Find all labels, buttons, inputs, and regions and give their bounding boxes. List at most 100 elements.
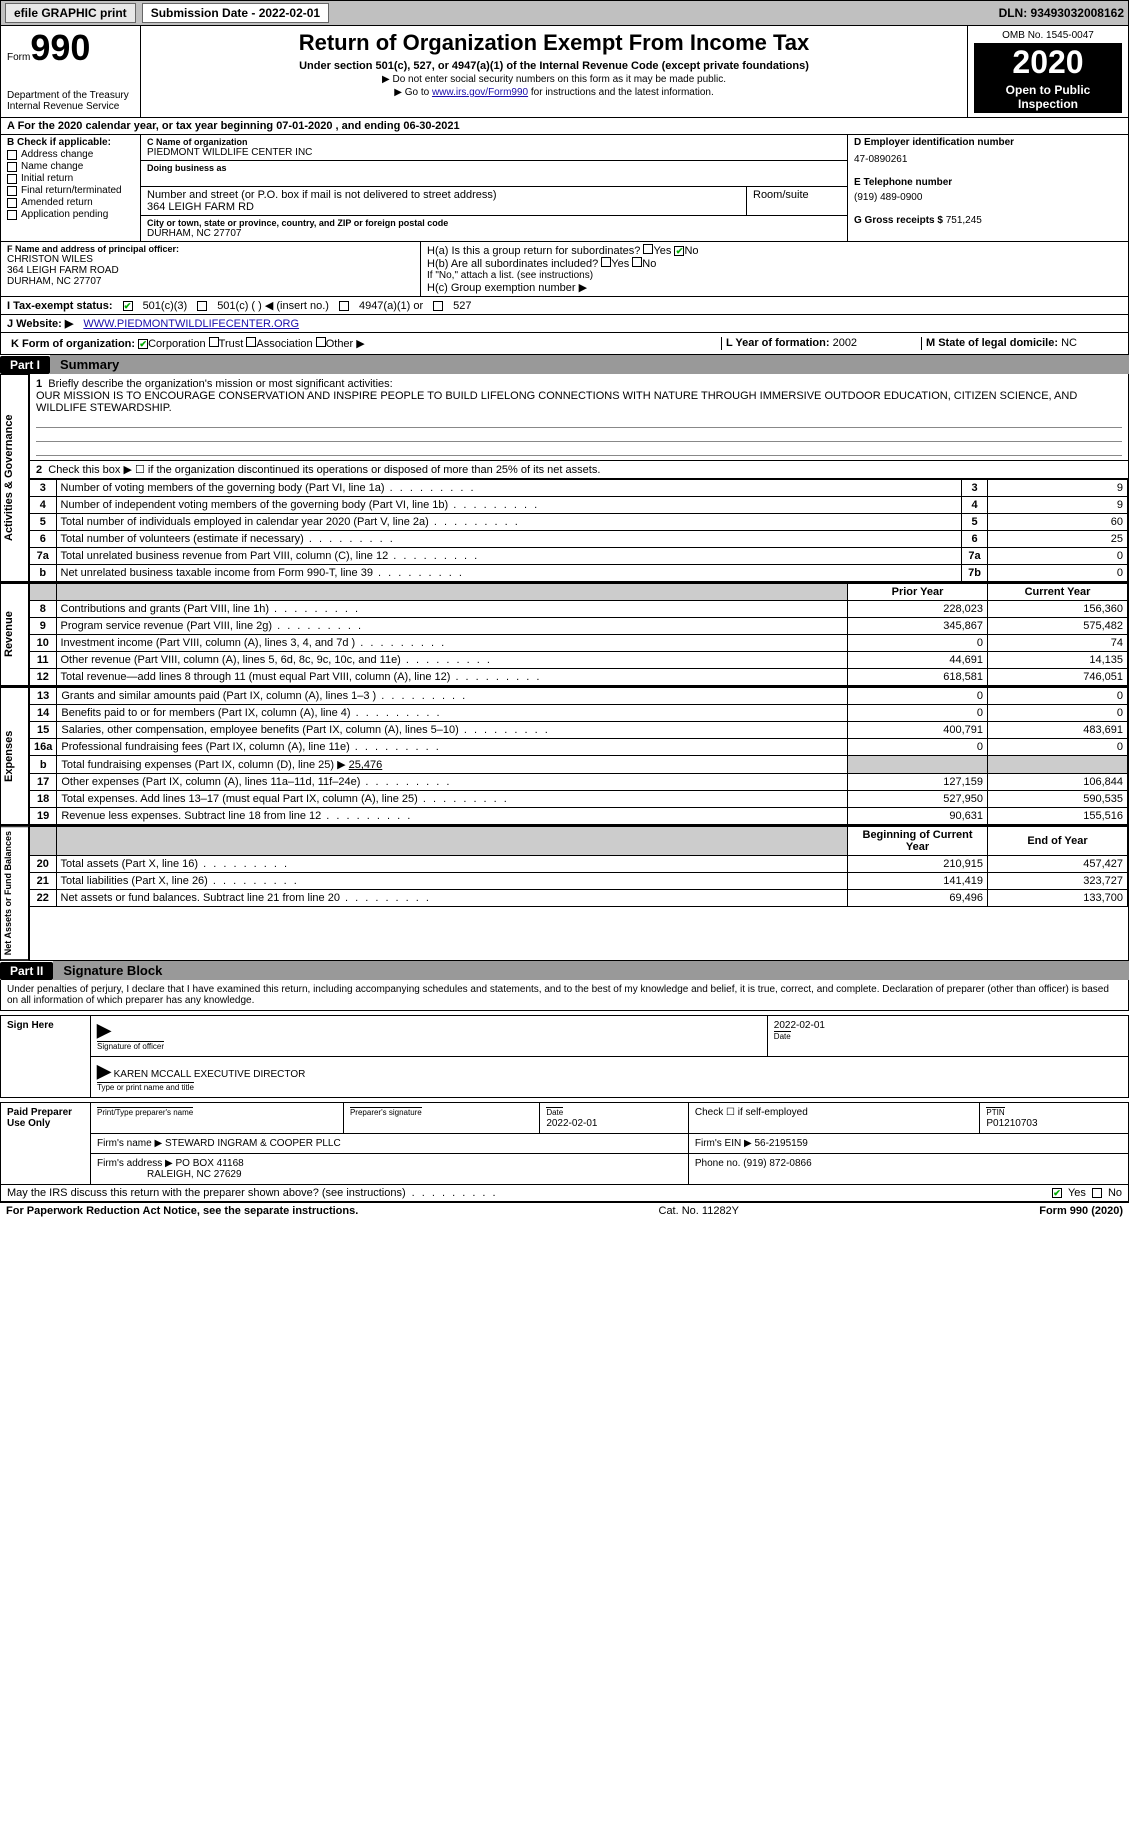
dln: DLN: 93493032008162 <box>999 6 1124 20</box>
c-name-label: C Name of organization <box>147 137 841 147</box>
mission-text: OUR MISSION IS TO ENCOURAGE CONSERVATION… <box>36 390 1122 414</box>
f-h-row: F Name and address of principal officer:… <box>0 242 1129 297</box>
ein: 47-0890261 <box>854 154 1122 165</box>
net-assets-block: Net Assets or Fund Balances Beginning of… <box>0 826 1129 961</box>
tax-year: 2020 <box>974 44 1122 81</box>
org-name: PIEDMONT WILDLIFE CENTER INC <box>147 147 841 158</box>
b-checkbox[interactable] <box>7 210 17 220</box>
tab-revenue: Revenue <box>1 583 29 686</box>
city-state-zip: DURHAM, NC 27707 <box>147 228 841 239</box>
efile-button[interactable]: efile GRAPHIC print <box>5 3 136 23</box>
sign-here-table: Sign Here ▶ Signature of officer 2022-02… <box>0 1015 1129 1098</box>
perjury-text: Under penalties of perjury, I declare th… <box>0 980 1129 1011</box>
527-checkbox[interactable] <box>433 301 443 311</box>
b-check-item: Amended return <box>7 197 134 208</box>
row-j: J Website: ▶ WWW.PIEDMONTWILDLIFECENTER.… <box>0 315 1129 333</box>
ha-row: H(a) Is this a group return for subordin… <box>427 244 1122 257</box>
501c-checkbox[interactable] <box>197 301 207 311</box>
year-formation: 2002 <box>833 337 857 349</box>
paid-preparer-label: Paid Preparer Use Only <box>1 1103 91 1185</box>
officer-addr1: 364 LEIGH FARM ROAD <box>7 265 414 276</box>
b-check-item: Name change <box>7 161 134 172</box>
ha-yes-checkbox[interactable] <box>643 244 653 254</box>
b-checkbox[interactable] <box>7 162 17 172</box>
ha-no-checkbox[interactable] <box>674 246 684 256</box>
irs-label: Internal Revenue Service <box>7 101 134 112</box>
b-checkbox[interactable] <box>7 198 17 208</box>
e-label: E Telephone number <box>854 177 1122 188</box>
assoc-checkbox[interactable] <box>246 337 256 347</box>
form-header: Form990 Department of the Treasury Inter… <box>0 26 1129 118</box>
row-k: K Form of organization: Corporation Trus… <box>0 333 1129 355</box>
gross-receipts: G Gross receipts $ 751,245 <box>854 215 1122 226</box>
d-label: D Employer identification number <box>854 137 1122 148</box>
trust-checkbox[interactable] <box>209 337 219 347</box>
f-label: F Name and address of principal officer: <box>7 244 414 254</box>
ptin: P01210703 <box>986 1118 1037 1129</box>
b-check-item: Application pending <box>7 209 134 220</box>
b-check-item: Initial return <box>7 173 134 184</box>
b-label: B Check if applicable: <box>7 137 134 148</box>
officer-name: CHRISTON WILES <box>7 254 414 265</box>
discuss-no-checkbox[interactable] <box>1092 1188 1102 1198</box>
hb-note: If "No," attach a list. (see instruction… <box>427 270 1122 281</box>
tax-period: A For the 2020 calendar year, or tax yea… <box>0 118 1129 135</box>
b-checkbox[interactable] <box>7 186 17 196</box>
form-number: Form990 <box>7 30 134 66</box>
other-checkbox[interactable] <box>316 337 326 347</box>
form-subtitle: Under section 501(c), 527, or 4947(a)(1)… <box>147 60 961 72</box>
discuss-yes-checkbox[interactable] <box>1052 1188 1062 1198</box>
form-title: Return of Organization Exempt From Incom… <box>147 30 961 56</box>
part1-body: Activities & Governance 1 Briefly descri… <box>0 374 1129 583</box>
firm-addr2: RALEIGH, NC 27629 <box>147 1169 242 1180</box>
hc-row: H(c) Group exemption number ▶ <box>427 281 1122 294</box>
501c3-checkbox[interactable] <box>123 301 133 311</box>
hb-no-checkbox[interactable] <box>632 257 642 267</box>
hb-row: H(b) Are all subordinates included? Yes … <box>427 257 1122 270</box>
part2-header: Part II Signature Block <box>0 961 1129 980</box>
dept-treasury: Department of the Treasury <box>7 90 134 101</box>
revenue-block: Revenue Prior YearCurrent Year8Contribut… <box>0 583 1129 687</box>
submission-date: Submission Date - 2022-02-01 <box>142 3 329 23</box>
firm-addr1: PO BOX 41168 <box>176 1158 244 1169</box>
b-check-item: Address change <box>7 149 134 160</box>
b-checkbox[interactable] <box>7 150 17 160</box>
corp-checkbox[interactable] <box>138 339 148 349</box>
addr-label: Number and street (or P.O. box if mail i… <box>147 189 740 201</box>
mission-block: 1 Briefly describe the organization's mi… <box>30 374 1128 461</box>
city-label: City or town, state or province, country… <box>147 218 841 228</box>
irs-link[interactable]: www.irs.gov/Form990 <box>432 87 528 98</box>
page-footer: For Paperwork Reduction Act Notice, see … <box>0 1202 1129 1219</box>
firm-ein: 56-2195159 <box>754 1138 807 1149</box>
b-check-item: Final return/terminated <box>7 185 134 196</box>
discuss-row: May the IRS discuss this return with the… <box>0 1185 1129 1202</box>
paid-preparer-table: Paid Preparer Use Only Print/Type prepar… <box>0 1102 1129 1185</box>
sign-here-label: Sign Here <box>1 1016 91 1098</box>
officer-type-name: KAREN MCCALL EXECUTIVE DIRECTOR <box>114 1069 306 1080</box>
street-address: 364 LEIGH FARM RD <box>147 201 740 213</box>
expenses-block: Expenses 13Grants and similar amounts pa… <box>0 687 1129 826</box>
state-domicile: NC <box>1061 337 1077 349</box>
firm-phone: (919) 872-0866 <box>743 1158 811 1169</box>
hb-yes-checkbox[interactable] <box>601 257 611 267</box>
tab-expenses: Expenses <box>1 687 29 825</box>
4947-checkbox[interactable] <box>339 301 349 311</box>
firm-name: STEWARD INGRAM & COOPER PLLC <box>165 1138 341 1149</box>
officer-addr2: DURHAM, NC 27707 <box>7 276 414 287</box>
b-checkbox[interactable] <box>7 174 17 184</box>
line2: 2 Check this box ▶ ☐ if the organization… <box>30 461 1128 479</box>
tab-activities: Activities & Governance <box>1 374 29 582</box>
form-note2: ▶ Go to www.irs.gov/Form990 for instruct… <box>147 87 961 98</box>
dba-label: Doing business as <box>147 163 841 173</box>
tab-netassets: Net Assets or Fund Balances <box>1 826 29 960</box>
part1-header: Part I Summary <box>0 355 1129 374</box>
phone: (919) 489-0900 <box>854 192 1122 203</box>
open-to-public: Open to Public Inspection <box>974 81 1122 113</box>
topbar: efile GRAPHIC print Submission Date - 20… <box>0 0 1129 26</box>
website-link[interactable]: WWW.PIEDMONTWILDLIFECENTER.ORG <box>83 318 299 330</box>
room-label: Room/suite <box>753 189 841 201</box>
row-i: I Tax-exempt status: 501(c)(3) 501(c) ( … <box>0 297 1129 315</box>
header-block: B Check if applicable: Address changeNam… <box>0 135 1129 242</box>
form-note1: ▶ Do not enter social security numbers o… <box>147 74 961 85</box>
omb-number: OMB No. 1545-0047 <box>974 30 1122 44</box>
